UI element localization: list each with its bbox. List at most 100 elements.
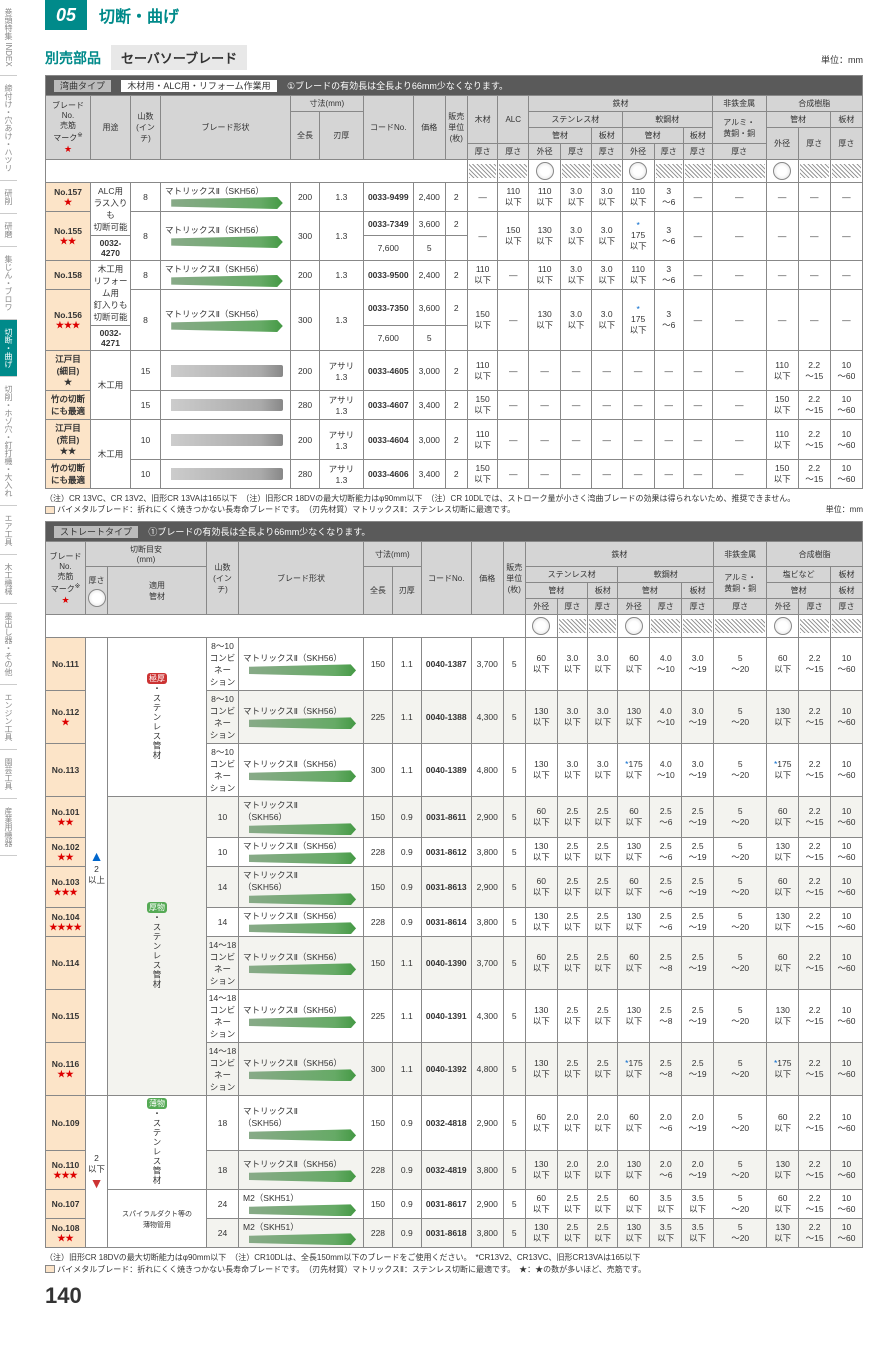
- teeth: 10: [131, 460, 161, 489]
- blade-shape: M2（SKH51）: [239, 1219, 364, 1248]
- code-no: 0031-8611: [421, 797, 471, 838]
- sidebar-item[interactable]: エンジン工具: [0, 685, 17, 750]
- blade-image: [171, 399, 283, 411]
- blade-shape: マトリックスⅡ（SKH56）: [239, 691, 364, 744]
- code-no: 0033-4604: [363, 420, 413, 460]
- sidebar-item[interactable]: 切断・曲げ: [0, 320, 17, 377]
- qty: 2: [445, 420, 467, 460]
- blade-image: [249, 1016, 356, 1028]
- sidebar-item[interactable]: 園芸工具: [0, 750, 17, 799]
- thickness: アサリ1.3: [320, 420, 364, 460]
- teeth: 14〜18コンビネーション: [207, 1043, 239, 1096]
- blade-image: [249, 664, 356, 676]
- code-no: 0031-8614: [421, 908, 471, 937]
- qty: 2: [445, 391, 467, 420]
- chapter-number: 05: [45, 0, 87, 30]
- h-use: 用途: [91, 96, 131, 160]
- blade-image: [171, 275, 283, 287]
- blade-no: No.102★★: [46, 838, 86, 867]
- code-no: 0033-9499: [363, 183, 413, 212]
- qty: 2: [445, 183, 467, 212]
- h2-mat: 適用管材: [108, 567, 207, 615]
- table-row: No.1092以下▼薄物・ステンレス管材18マトリックスⅡ（SKH56）1500…: [46, 1096, 863, 1151]
- sidebar-item[interactable]: 締付け・穴あけ・ハツリ: [0, 76, 17, 181]
- code-no: 0031-8613: [421, 867, 471, 908]
- sidebar-item[interactable]: 巻頭特集 INDEX: [0, 0, 17, 76]
- t2-notes: （注）旧形CR 18DVの最大切断能力はφ90mm以下 （注）CR10DLは、全…: [45, 1252, 863, 1274]
- table-straight-type: ストレートタイプ ①ブレードの有効長は全長より66mm少なくなります。 ブレード…: [45, 521, 863, 1248]
- sidebar-item[interactable]: エア工具: [0, 506, 17, 555]
- blade-no: No.114: [46, 937, 86, 990]
- teeth: 14: [207, 908, 239, 937]
- h-dim: 寸法(mm): [291, 96, 364, 112]
- use-cell: ALC用ラス入りも切断可能: [91, 183, 131, 236]
- legend-box-icon: [45, 506, 55, 514]
- mat-cell: 厚物・ステンレス管材: [108, 797, 207, 1096]
- table-row: No.101★★厚物・ステンレス管材10マトリックスⅡ（SKH56）1500.9…: [46, 797, 863, 838]
- table-row: 江戸目(荒目)★★木工用10200アサリ1.30033-46043,000211…: [46, 420, 863, 460]
- blade-shape: マトリックスⅡ（SKH56）: [239, 937, 364, 990]
- blade-shape: [161, 420, 291, 460]
- code-no: 0031-8618: [421, 1219, 471, 1248]
- sidebar-item[interactable]: 研削: [0, 181, 17, 214]
- thickness-badge: 極厚: [147, 673, 167, 684]
- code-no: 0033-4607: [363, 391, 413, 420]
- use-cell: 木工用: [91, 351, 131, 420]
- h-stain: ステンレス材: [529, 112, 622, 128]
- code-no: 0032-4819: [421, 1151, 471, 1190]
- blade-image: [171, 434, 283, 446]
- code-no: 0031-8617: [421, 1190, 471, 1219]
- h-blade: ブレードNo.売筋マーク※★: [46, 96, 91, 160]
- page-number: 140: [45, 1283, 863, 1309]
- blade-no: No.157★: [46, 183, 91, 212]
- sidebar-item[interactable]: 研磨: [0, 214, 17, 247]
- table-curved-type: 湾曲タイプ 木材用・ALC用・リフォーム作業用 ①ブレードの有効長は全長より66…: [45, 75, 863, 489]
- blade-shape: M2（SKH51）: [239, 1190, 364, 1219]
- thickness: アサリ1.3: [320, 351, 364, 391]
- h2-shape: ブレード形状: [239, 542, 364, 615]
- h-thick: 刃厚: [320, 112, 364, 160]
- sidebar-item[interactable]: 切削・ホゾ穴・釘打機・大入れ: [0, 377, 17, 506]
- blade-no: 江戸目(荒目)★★: [46, 420, 91, 460]
- blade-shape: マトリックスⅡ（SKH56）: [239, 908, 364, 937]
- blade-image: [249, 893, 356, 905]
- teeth: 8〜10コンビネーション: [207, 638, 239, 691]
- unit-label: 単位：mm: [821, 53, 863, 66]
- h-wood: 木材: [467, 96, 498, 144]
- blade-no: No.116★★: [46, 1043, 86, 1096]
- sidebar-item[interactable]: 墨出し器・その他: [0, 604, 17, 685]
- blade-image: [249, 717, 356, 729]
- blade-image: [249, 1204, 356, 1216]
- blade-image: [249, 1170, 356, 1182]
- type-label: 湾曲タイプ: [54, 80, 111, 92]
- h-code: コードNo.: [363, 96, 413, 160]
- teeth: 10: [207, 838, 239, 867]
- type-desc: 木材用・ALC用・リフォーム作業用: [121, 80, 276, 92]
- blade-shape: マトリックスⅡ（SKH56）: [239, 990, 364, 1043]
- table-row: No.158木工用リフォーム用釘入りも切断可能8マトリックスⅡ（SKH56）20…: [46, 261, 863, 290]
- sidebar-item[interactable]: 木工機械: [0, 555, 17, 604]
- qty: 2: [445, 460, 467, 489]
- table-row: 竹の切断にも最適10280アサリ1.30033-46063,4002150以下—…: [46, 460, 863, 489]
- h-alc: ALC: [498, 96, 529, 144]
- blade-no: No.109: [46, 1096, 86, 1151]
- teeth: 18: [207, 1151, 239, 1190]
- table-row: No.157★ALC用ラス入りも切断可能8マトリックスⅡ（SKH56）2001.…: [46, 183, 863, 212]
- price: 2,400: [413, 183, 445, 212]
- length: 280: [291, 391, 320, 420]
- h-qty: 販売単位(枚): [445, 96, 467, 160]
- code-no: 0031-8612: [421, 838, 471, 867]
- type-label-2: ストレートタイプ: [54, 526, 138, 538]
- sidebar-item[interactable]: 産業用機器: [0, 799, 17, 856]
- teeth: 10: [131, 420, 161, 460]
- length: 200: [291, 183, 320, 212]
- teeth: 8: [131, 261, 161, 290]
- blade-shape: マトリックスⅡ（SKH56）: [239, 838, 364, 867]
- blade-image: [249, 922, 356, 934]
- blade-no: No.115: [46, 990, 86, 1043]
- blade-image: [249, 1233, 356, 1245]
- blade-image: [249, 1129, 356, 1141]
- blade-shape: マトリックスⅡ（SKH56）: [239, 1043, 364, 1096]
- cut-hint-up: ▲2以上: [86, 638, 108, 1096]
- sidebar-item[interactable]: 集じん・ブロワ: [0, 247, 17, 320]
